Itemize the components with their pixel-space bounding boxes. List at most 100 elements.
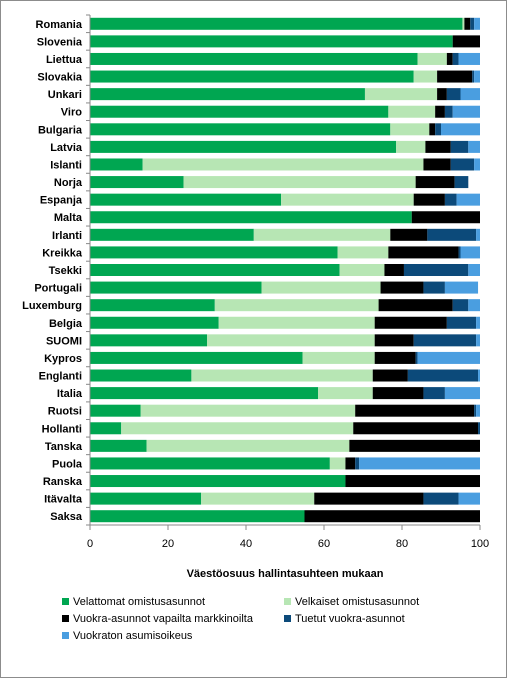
legend-label-tuetut: Tuetut vuokra-asunnot bbox=[295, 613, 405, 625]
legend-swatch-tuetut bbox=[284, 614, 291, 622]
bar-belgia-series-2 bbox=[374, 316, 447, 329]
legend-item-vapaat-vuokra: Vuokra-asunnot vapailta markkinoilta bbox=[62, 613, 253, 625]
bar-englanti-series-3 bbox=[407, 369, 479, 382]
bar-kreikka-series-3 bbox=[458, 246, 461, 259]
bar-viro-series-3 bbox=[444, 105, 453, 118]
bar-englanti-series-4 bbox=[478, 369, 480, 382]
bar-suomi-series-0 bbox=[90, 334, 207, 347]
bar-belgia-series-1 bbox=[218, 316, 375, 329]
bar-tanska-series-2 bbox=[349, 439, 480, 452]
bar-portugali-series-4 bbox=[444, 281, 479, 294]
bar-liettua-series-2 bbox=[446, 52, 453, 65]
bar-portugali-series-0 bbox=[90, 281, 262, 294]
bar-bulgaria-series-3 bbox=[435, 123, 441, 136]
bar-viro-series-0 bbox=[90, 105, 389, 118]
bar-islanti-series-3 bbox=[450, 158, 475, 171]
bar-it-valta-series-2 bbox=[314, 492, 424, 505]
bar-romania-series-4 bbox=[474, 17, 480, 30]
bar-it-valta-series-0 bbox=[90, 492, 202, 505]
bar-unkari-series-2 bbox=[437, 88, 447, 101]
bar-ranska-series-0 bbox=[90, 475, 346, 488]
bar-luxemburg-series-4 bbox=[468, 299, 480, 312]
bar-latvia-series-3 bbox=[450, 140, 469, 153]
bar-latvia-series-2 bbox=[425, 140, 451, 153]
category-label-slovakia: Slovakia bbox=[37, 72, 83, 84]
bar-slovakia-series-3 bbox=[472, 70, 475, 83]
bar-latvia-series-1 bbox=[396, 140, 426, 153]
bar-it-valta-series-4 bbox=[458, 492, 480, 505]
bar-puola-series-4 bbox=[359, 457, 480, 470]
bar-kreikka-series-0 bbox=[90, 246, 338, 259]
bar-italia-series-2 bbox=[372, 387, 424, 400]
bar-unkari-series-1 bbox=[364, 88, 438, 101]
bar-luxemburg-series-1 bbox=[214, 299, 379, 312]
category-label-liettua: Liettua bbox=[46, 54, 83, 66]
category-label-saksa: Saksa bbox=[50, 511, 83, 523]
bar-puola-series-1 bbox=[329, 457, 346, 470]
bar-belgia-series-3 bbox=[446, 316, 477, 329]
bar-englanti-series-2 bbox=[372, 369, 408, 382]
bar-kypros-series-1 bbox=[302, 351, 375, 364]
bar-romania-series-0 bbox=[90, 17, 463, 30]
bar-viro-series-2 bbox=[435, 105, 445, 118]
category-label-hollanti: Hollanti bbox=[42, 423, 82, 435]
bar-slovenia-series-0 bbox=[90, 35, 453, 48]
bar-bulgaria-series-1 bbox=[390, 123, 430, 136]
bar-viro-series-4 bbox=[452, 105, 480, 118]
bar-romania-series-2 bbox=[464, 17, 471, 30]
bar-kreikka-series-2 bbox=[388, 246, 459, 259]
bar-tanska-series-0 bbox=[90, 439, 147, 452]
legend-label-velkaiset: Velkaiset omistusasunnot bbox=[295, 596, 420, 608]
category-label-suomi: SUOMI bbox=[46, 335, 82, 347]
bar-slovakia-series-1 bbox=[413, 70, 438, 83]
bar-slovenia-series-2 bbox=[452, 35, 480, 48]
bar-suomi-series-2 bbox=[374, 334, 414, 347]
bar-norja-series-3 bbox=[454, 176, 469, 189]
category-label-englanti: Englanti bbox=[39, 371, 82, 383]
bar-portugali-series-2 bbox=[380, 281, 424, 294]
category-label-kypros: Kypros bbox=[44, 353, 82, 365]
bar-belgia-series-4 bbox=[476, 316, 480, 329]
bar-saksa-series-2 bbox=[304, 510, 480, 523]
x-tick-label: 0 bbox=[87, 538, 93, 550]
bar-latvia-series-0 bbox=[90, 140, 397, 153]
bar-unkari-series-0 bbox=[90, 88, 365, 101]
bar-kypros-series-3 bbox=[415, 351, 418, 364]
bar-ruotsi-series-4 bbox=[476, 404, 480, 417]
bar-irlanti-series-3 bbox=[427, 228, 477, 241]
x-tick-label: 40 bbox=[240, 538, 252, 550]
bar-portugali-series-3 bbox=[423, 281, 445, 294]
bar-luxemburg-series-0 bbox=[90, 299, 215, 312]
category-label-islanti: Islanti bbox=[50, 159, 82, 171]
bar-saksa-series-0 bbox=[90, 510, 305, 523]
bar-slovakia-series-0 bbox=[90, 70, 414, 83]
bar-irlanti-series-2 bbox=[390, 228, 428, 241]
bar-suomi-series-1 bbox=[207, 334, 375, 347]
bar-irlanti-series-0 bbox=[90, 228, 254, 241]
bar-liettua-series-4 bbox=[458, 52, 480, 65]
bar-it-valta-series-1 bbox=[201, 492, 315, 505]
bar-slovakia-series-2 bbox=[437, 70, 473, 83]
bar-espanja-series-2 bbox=[413, 193, 445, 206]
bar-espanja-series-1 bbox=[281, 193, 414, 206]
bar-unkari-series-4 bbox=[460, 88, 480, 101]
category-label-portugali: Portugali bbox=[34, 283, 82, 295]
category-label-romania: Romania bbox=[36, 19, 83, 31]
legend-swatch-velkaiset bbox=[284, 597, 291, 605]
bar-ruotsi-series-1 bbox=[140, 404, 356, 417]
category-label-luxemburg: Luxemburg bbox=[22, 300, 82, 312]
category-label-viro: Viro bbox=[61, 107, 82, 119]
legend-label-velattomat: Velattomat omistusasunnot bbox=[73, 596, 206, 608]
bar-tsekki-series-1 bbox=[339, 264, 385, 276]
legend-swatch-vapaat-vuokra bbox=[62, 614, 69, 622]
bar-hollanti-series-2 bbox=[353, 422, 479, 435]
bar-ruotsi-series-2 bbox=[355, 404, 475, 417]
bar-belgia-series-0 bbox=[90, 316, 219, 329]
bar-italia-series-4 bbox=[444, 387, 480, 400]
bar-italia-series-3 bbox=[423, 387, 445, 400]
bar-irlanti-series-4 bbox=[476, 228, 480, 241]
bar-bulgaria-series-4 bbox=[441, 123, 480, 136]
bar-liettua-series-0 bbox=[90, 52, 418, 65]
x-tick-label: 60 bbox=[318, 538, 330, 550]
bar-viro-series-1 bbox=[388, 105, 436, 118]
